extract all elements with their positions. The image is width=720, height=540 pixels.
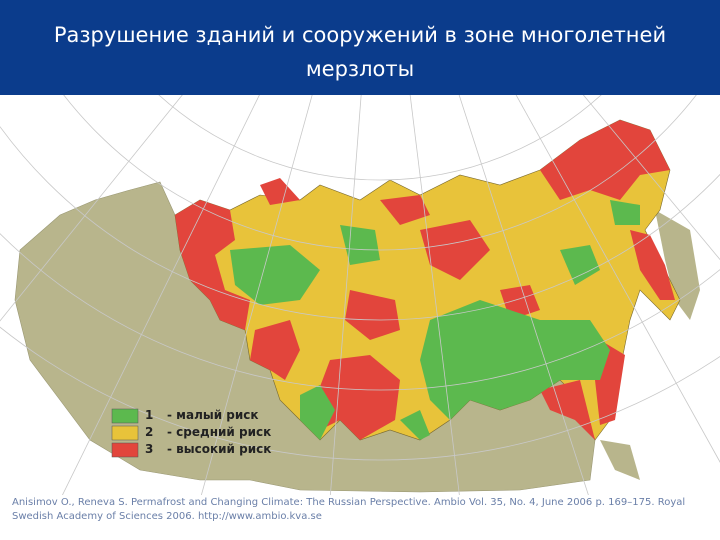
title-bar: [0, 0, 720, 95]
citation: Anisimov O., Reneva S. Permafrost and Ch…: [12, 497, 686, 522]
risk-map: [0, 95, 720, 495]
legend-item: 3 - высокий риск: [145, 442, 271, 456]
legend-number: 2: [145, 425, 154, 439]
low-risk-zones: [230, 200, 640, 440]
other-land: [600, 440, 640, 480]
graticule: [0, 95, 720, 495]
legend-label: - малый риск: [167, 408, 259, 422]
legend-item: 1 - малый риск: [145, 408, 259, 422]
map-body: [0, 95, 720, 495]
high-risk-zones: [175, 120, 675, 440]
legend-label: - средний риск: [167, 425, 272, 439]
legend-number: 3: [145, 442, 154, 456]
legend-label: - высокий риск: [167, 442, 272, 456]
legend-item: 2 - средний риск: [145, 425, 271, 439]
legend-number: 1: [145, 408, 154, 422]
slide-title: Разрушение зданий и сооружений в зоне мн…: [53, 23, 667, 81]
other-land: [655, 210, 700, 320]
